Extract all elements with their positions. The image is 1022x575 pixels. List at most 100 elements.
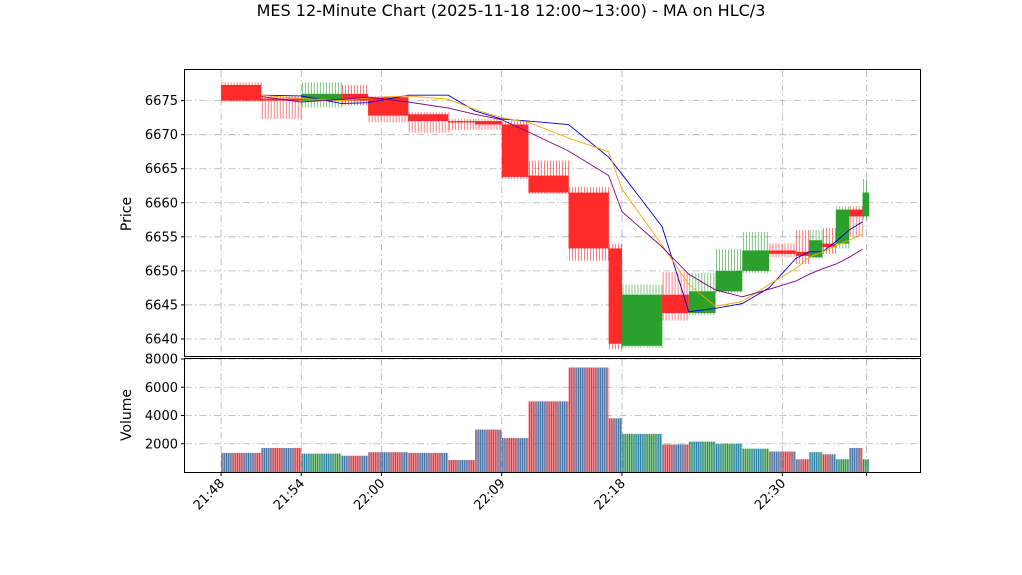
candle-body — [608, 248, 622, 344]
volume-bar — [795, 459, 810, 472]
volume-y-ticks: 2000 4000 6000 8000 — [145, 353, 185, 452]
price-y-tick-label: 6655 — [145, 230, 178, 245]
price-y-tick-label: 6660 — [145, 196, 178, 211]
volume-bar — [809, 452, 823, 472]
volume-bar — [768, 451, 796, 472]
volume-bar-fill — [341, 455, 369, 472]
candle-body — [221, 84, 262, 101]
price-y-axis-label: Price — [119, 197, 135, 231]
volume-bar-fill — [501, 438, 529, 472]
chart-title: MES 12-Minute Chart (2025-11-18 12:00~13… — [257, 1, 766, 20]
x-tick-label: 21:54 — [271, 476, 308, 513]
volume-bar — [341, 455, 369, 472]
candle — [662, 272, 689, 321]
volume-panel: 2000 4000 6000 8000 Volume — [119, 353, 921, 473]
candle-body — [862, 192, 870, 217]
candle — [221, 82, 262, 103]
moving-average-line — [261, 96, 863, 298]
volume-bar — [688, 441, 716, 472]
moving-average-line — [261, 94, 863, 313]
volume-bar — [474, 429, 502, 472]
candle-body — [742, 250, 769, 271]
candle — [474, 119, 502, 130]
candle — [568, 187, 609, 261]
volume-bar — [835, 459, 850, 472]
candle-body — [849, 209, 863, 217]
candle-body — [568, 192, 609, 249]
price-y-ticks: 6640 6645 6650 6655 6660 6665 6670 6675 — [145, 94, 185, 347]
x-tick-label: 21:48 — [191, 476, 228, 513]
candle — [742, 232, 769, 273]
volume-bar — [742, 448, 769, 472]
volume-bar — [301, 453, 342, 472]
volume-bar-fill — [715, 443, 743, 472]
candle — [608, 243, 622, 350]
volume-bar — [448, 459, 475, 472]
volume-bar-fill — [768, 451, 796, 472]
volume-bar-fill — [261, 447, 302, 472]
price-candles — [221, 82, 870, 350]
price-moving-averages — [261, 94, 863, 313]
candle — [408, 112, 449, 133]
volume-bar — [621, 433, 663, 472]
volume-bar — [368, 452, 409, 472]
candle-body — [474, 121, 502, 125]
volume-bar-fill — [528, 401, 569, 472]
candle-body — [408, 114, 449, 122]
price-y-tick-label: 6665 — [145, 162, 178, 177]
price-y-tick-label: 6640 — [145, 332, 178, 347]
volume-y-axis-label: Volume — [119, 389, 135, 441]
volume-bar-fill — [835, 459, 850, 472]
price-axes-frame — [184, 69, 921, 357]
candle — [715, 249, 743, 293]
candle — [261, 95, 302, 120]
volume-bar-fill — [448, 459, 475, 472]
price-y-tick-label: 6650 — [145, 264, 178, 279]
candle-body — [688, 291, 716, 314]
candle-body — [621, 294, 663, 346]
candle-body — [448, 121, 475, 123]
volume-bar-fill — [474, 429, 502, 472]
candle-body — [795, 251, 810, 256]
candle-body — [715, 270, 743, 292]
volume-bar-fill — [568, 367, 609, 472]
volume-y-tick-label: 6000 — [145, 381, 178, 396]
candle-body — [301, 93, 342, 101]
volume-bar — [849, 447, 863, 472]
volume-bar-fill — [662, 444, 689, 472]
volume-bar — [715, 443, 743, 472]
x-tick-label: 22:30 — [752, 476, 789, 513]
volume-bar-fill — [849, 447, 863, 472]
volume-bar-fill — [822, 454, 836, 472]
price-y-tick-label: 6670 — [145, 128, 178, 143]
candle-body — [835, 209, 850, 244]
candle — [768, 243, 796, 258]
volume-y-tick-label: 2000 — [145, 437, 178, 452]
volume-bar — [608, 418, 622, 472]
candle-body — [768, 250, 796, 254]
candle — [301, 82, 342, 108]
volume-y-tick-label: 8000 — [145, 353, 178, 368]
volume-bar-fill — [688, 441, 716, 472]
volume-bar-fill — [621, 433, 663, 472]
candle — [849, 206, 863, 237]
candle — [501, 121, 529, 179]
candle-body — [822, 243, 836, 248]
volume-bar — [662, 444, 689, 472]
candle — [528, 160, 569, 194]
price-y-tick-label: 6675 — [145, 94, 178, 109]
candle — [688, 272, 716, 316]
volume-bar — [568, 367, 609, 472]
volume-bar — [221, 452, 262, 472]
volume-bar-fill — [742, 448, 769, 472]
volume-bar — [501, 438, 529, 472]
candle-body — [501, 124, 529, 177]
volume-bar-fill — [809, 452, 823, 472]
x-tick-label: 22:09 — [471, 476, 508, 513]
x-tick-label: 22:18 — [592, 476, 629, 513]
time-x-ticks: 21:48 21:54 22:00 22:09 22:18 22:30 — [191, 472, 868, 513]
candle-body — [528, 175, 569, 193]
moving-average-line — [261, 94, 863, 307]
candle — [795, 230, 810, 265]
